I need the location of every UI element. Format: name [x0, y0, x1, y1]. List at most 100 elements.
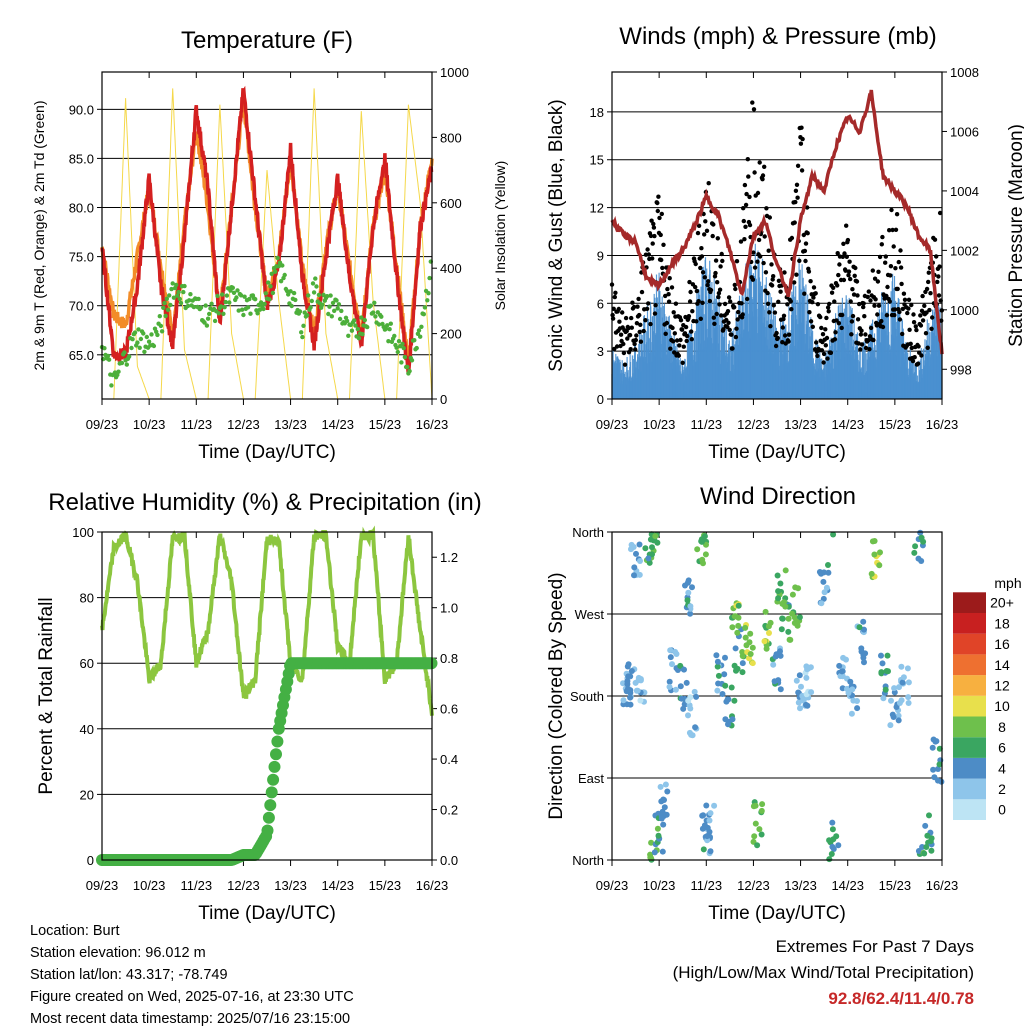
chart-title: Relative Humidity (%) & Precipitation (i… — [48, 489, 481, 516]
direction-point — [752, 820, 759, 827]
gust-point — [849, 319, 855, 324]
dewpoint-point — [399, 360, 404, 365]
gust-point — [799, 168, 805, 173]
gust-point — [844, 223, 849, 228]
direction-point — [843, 656, 849, 663]
dewpoint-point — [278, 279, 284, 284]
dewpoint-point — [282, 272, 287, 278]
direction-point — [854, 698, 860, 704]
gust-point — [909, 302, 914, 308]
direction-point — [732, 645, 739, 652]
gust-point — [747, 194, 752, 200]
direction-point — [878, 652, 884, 659]
x-tick-label: 13/23 — [784, 878, 817, 893]
gust-point — [858, 332, 864, 337]
plot-area-winds — [609, 89, 944, 399]
direction-point — [779, 615, 786, 622]
direction-point — [713, 652, 720, 659]
dewpoint-point — [169, 286, 174, 292]
gust-point — [670, 339, 676, 344]
gust-point — [631, 304, 637, 310]
dewpoint-point — [299, 330, 304, 335]
direction-point — [830, 531, 837, 538]
gust-point — [823, 343, 828, 348]
gust-point — [706, 181, 711, 186]
gust-point — [927, 307, 932, 313]
gust-point — [706, 279, 711, 284]
gust-point — [911, 320, 917, 325]
direction-point — [628, 541, 635, 548]
gust-point — [916, 344, 921, 349]
gust-point — [924, 310, 929, 315]
gust-point — [766, 248, 771, 253]
gust-point — [922, 303, 927, 308]
gust-point — [747, 222, 753, 228]
gust-point — [846, 273, 851, 278]
gust-point — [623, 315, 629, 321]
direction-point — [935, 777, 941, 784]
direction-point — [633, 687, 640, 694]
gust-point — [936, 274, 941, 279]
direction-point — [685, 712, 691, 719]
x-tick-label: 09/23 — [86, 417, 119, 432]
dewpoint-point — [273, 269, 278, 274]
direction-point — [905, 679, 912, 686]
gust-point — [664, 320, 670, 326]
plot-area-humidity — [96, 525, 438, 866]
dewpoint-point — [326, 311, 331, 317]
direction-point — [803, 674, 810, 681]
dewpoint-point — [124, 362, 129, 367]
dewpoint-point — [191, 304, 197, 310]
gust-point — [836, 321, 842, 326]
y-tick-label: 80.0 — [69, 201, 94, 216]
gust-point — [690, 309, 695, 314]
gust-point — [652, 311, 658, 316]
direction-point — [754, 842, 761, 849]
latlon-text: Station lat/lon: 43.317; -78.749 — [30, 967, 228, 983]
gust-point — [746, 174, 751, 179]
direction-point — [751, 833, 758, 840]
gust-point — [663, 293, 668, 299]
gust-point — [780, 325, 785, 330]
dewpoint-point — [329, 314, 334, 319]
direction-point — [758, 831, 765, 838]
direction-point — [664, 788, 671, 795]
colorbar-swatch — [953, 799, 986, 820]
x-tick-label: 14/23 — [831, 878, 864, 893]
extremes-title: Extremes For Past 7 Days — [775, 937, 974, 956]
gust-point — [823, 327, 828, 332]
gust-point — [681, 344, 686, 349]
gust-point — [644, 306, 650, 311]
direction-point — [704, 837, 711, 844]
gust-point — [880, 324, 886, 330]
y-tick-label: 0 — [87, 853, 94, 868]
direction-point — [719, 691, 726, 697]
direction-point — [830, 836, 837, 843]
gust-point — [715, 236, 720, 241]
direction-point — [891, 685, 898, 692]
gust-point — [785, 302, 790, 307]
x-tick-label: 12/23 — [227, 417, 260, 432]
direction-point — [624, 681, 631, 688]
x-tick-label: 14/23 — [321, 878, 354, 893]
dewpoint-point — [130, 337, 135, 342]
direction-point — [722, 654, 728, 661]
gust-point — [897, 309, 902, 315]
dewpoint-point — [242, 294, 247, 299]
direction-point — [804, 702, 811, 709]
direction-point — [657, 783, 664, 790]
gust-point — [803, 258, 808, 264]
gust-point — [719, 313, 724, 318]
gust-point — [792, 280, 797, 285]
direction-point — [654, 539, 661, 546]
gust-point — [815, 353, 820, 359]
gust-point — [836, 272, 841, 278]
gust-point — [923, 331, 929, 336]
direction-point — [847, 678, 854, 685]
dewpoint-point — [284, 288, 290, 294]
gust-point — [758, 254, 763, 259]
gust-point — [854, 279, 860, 284]
gust-point — [699, 246, 704, 251]
gust-point — [700, 300, 705, 305]
y-tick-label: 100 — [72, 525, 94, 540]
